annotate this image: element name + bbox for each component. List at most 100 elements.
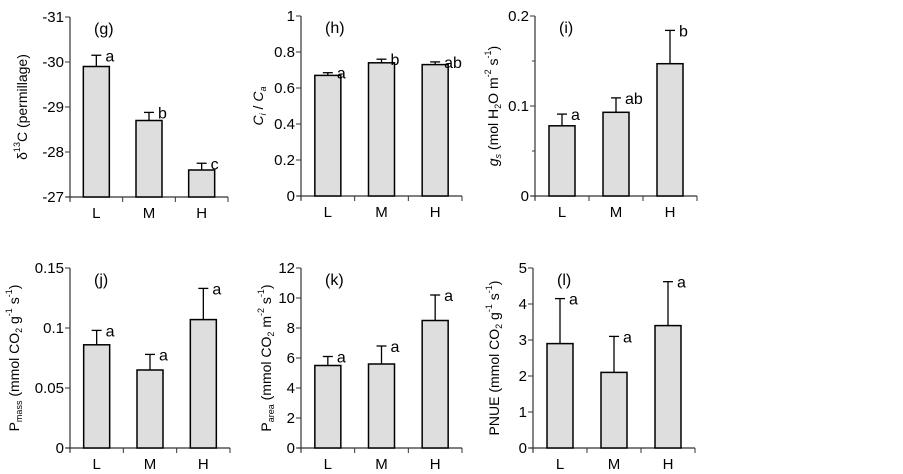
- panel-label: (h): [325, 20, 345, 37]
- panel-g: -31 -30 -29 -28 -27 a Lb Mc H (g) δ13C (permillage…: [12, 9, 229, 222]
- y-tick-label: 0.2: [274, 152, 295, 169]
- significance-letter: a: [623, 329, 632, 346]
- y-tick-label: 5: [519, 260, 527, 277]
- y-axis-title-part: 2: [493, 104, 503, 109]
- y-axis-title-part: (mol H: [485, 109, 501, 154]
- y-tick-label: 0.05: [35, 380, 64, 397]
- y-tick-label: -27: [42, 189, 64, 206]
- y-axis-title-part: g: [6, 316, 22, 328]
- panel-label: (j): [94, 272, 108, 289]
- significance-letter: a: [212, 281, 221, 298]
- y-axis-title-part: 2: [14, 328, 24, 333]
- y-axis-title-part: s: [6, 297, 22, 308]
- bar-M: [602, 111, 630, 197]
- y-tick-label: 1: [287, 8, 295, 25]
- y-axis-title-part: 13: [12, 142, 22, 152]
- y-tick-label: -29: [42, 99, 64, 116]
- y-axis-title-part: P: [258, 422, 274, 431]
- y-axis-title-part: C (permillage): [14, 54, 30, 142]
- y-axis-title: Pmass (mmol CO2 g-1 s-1): [4, 285, 24, 432]
- bar-L: [82, 65, 111, 198]
- y-axis-title: δ13C (permillage): [12, 54, 30, 160]
- y-tick-label: 0.1: [43, 320, 64, 337]
- bar-L: [546, 342, 574, 449]
- x-tick-label: H: [665, 204, 676, 221]
- y-axis-title-part: s: [486, 293, 502, 304]
- x-tick-label: M: [610, 204, 623, 221]
- y-tick-label: 0: [287, 440, 295, 457]
- x-tick-label: M: [608, 456, 621, 473]
- significance-letter: a: [391, 339, 400, 356]
- y-tick-label: 0.8: [274, 44, 295, 61]
- y-axis-title-part: a: [258, 87, 268, 92]
- y-axis-title-part: area: [266, 404, 276, 422]
- x-tick-label: L: [558, 204, 566, 221]
- significance-letter: a: [337, 66, 346, 83]
- y-axis-title-part: g: [485, 158, 501, 166]
- y-axis-title-part: g: [486, 312, 502, 324]
- y-axis-title-part: -1: [4, 308, 14, 316]
- significance-letter: a: [337, 350, 346, 367]
- y-axis-title-part: O m: [485, 77, 501, 103]
- y-tick-label: -30: [42, 54, 64, 71]
- significance-letter: b: [679, 23, 688, 40]
- y-tick-label: 2: [287, 410, 295, 427]
- y-tick-label: 0.1: [508, 98, 529, 115]
- x-tick-label: L: [324, 204, 332, 221]
- y-axis-title: PNUE (mmol CO2 g-1 s-1): [484, 281, 504, 436]
- significance-letter: a: [105, 48, 114, 65]
- y-axis-title-part: ): [485, 46, 501, 51]
- y-tick-label: 8: [287, 320, 295, 337]
- y-axis-title-part: PNUE (mmol CO: [486, 329, 502, 436]
- significance-letter: a: [444, 288, 453, 305]
- y-axis-title-part: ): [258, 284, 274, 289]
- y-axis-title-part: s: [493, 153, 503, 158]
- y-tick-label: 6: [287, 350, 295, 367]
- y-axis-title: Ci / Ca: [250, 87, 268, 126]
- bar-H: [656, 62, 684, 197]
- y-tick-label: 4: [519, 296, 527, 313]
- significance-letter: a: [159, 347, 168, 364]
- significance-letter: b: [391, 52, 400, 69]
- bar-L: [314, 74, 342, 197]
- x-tick-label: M: [375, 456, 388, 473]
- y-axis-title-part: mass: [14, 400, 24, 422]
- y-tick-label: 0: [521, 188, 529, 205]
- panel-h: 0 0.2 0.4 0.6 0.8 1 a Lb Mab H (h) Ci / Ca: [250, 8, 463, 221]
- y-tick-label: 0.6: [274, 80, 295, 97]
- y-tick-label: 2: [519, 368, 527, 385]
- significance-letter: a: [571, 107, 580, 124]
- significance-letter: ab: [444, 55, 462, 72]
- y-tick-label: 0.15: [35, 260, 64, 277]
- significance-letter: a: [106, 323, 115, 340]
- bar-L: [314, 364, 342, 449]
- y-axis-title-part: i: [258, 112, 268, 115]
- bar-H: [189, 318, 218, 449]
- y-axis-title-part: 2: [266, 332, 276, 337]
- x-tick-label: M: [143, 205, 156, 222]
- y-tick-label: 0.4: [274, 116, 295, 133]
- x-tick-label: L: [556, 456, 564, 473]
- y-tick-label: 3: [519, 332, 527, 349]
- y-axis-title-part: s: [258, 297, 274, 308]
- y-tick-label: 1: [519, 404, 527, 421]
- y-axis-title-part: -1: [484, 304, 494, 312]
- y-axis-title-part: ): [486, 281, 502, 286]
- bar-H: [421, 319, 449, 449]
- bar-M: [135, 119, 163, 198]
- significance-letter: ab: [625, 91, 643, 108]
- y-tick-label: 12: [278, 260, 295, 277]
- y-axis-title-part: C: [250, 114, 266, 125]
- y-axis-title: Parea (mmol CO2 m-2 s-1): [256, 284, 276, 431]
- x-tick-label: H: [196, 205, 207, 222]
- y-axis-title-part: /: [250, 102, 266, 114]
- y-axis-title-part: -1: [483, 50, 493, 58]
- x-tick-label: L: [92, 456, 100, 473]
- y-axis-title-part: m: [258, 316, 274, 332]
- panel-label: (i): [559, 20, 573, 37]
- y-tick-label: 0.2: [508, 8, 529, 25]
